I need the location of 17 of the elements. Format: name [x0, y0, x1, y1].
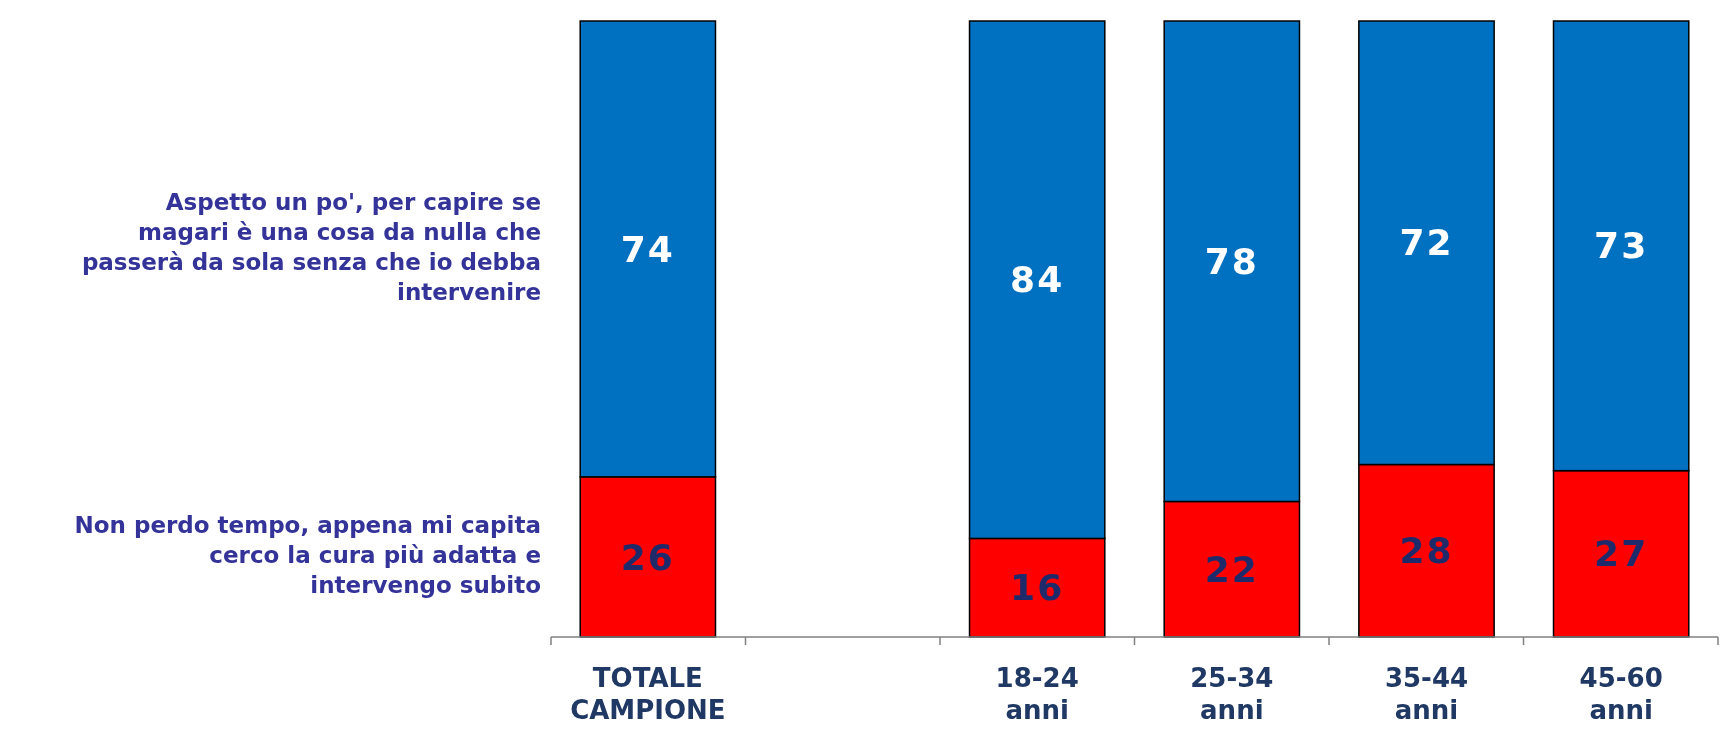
- data-label: 84: [1010, 259, 1065, 301]
- x-tick-label: 35-44 anni: [1384, 663, 1469, 725]
- x-tick-label: TOTALE CAMPIONE: [570, 663, 726, 725]
- x-tick-label: 45-60 anni: [1579, 663, 1663, 725]
- x-tick-label: 18-24 anni: [995, 663, 1079, 725]
- data-label: 73: [1594, 225, 1649, 267]
- data-label: 28: [1399, 530, 1454, 572]
- data-label: 72: [1399, 222, 1454, 264]
- data-label: 27: [1594, 533, 1649, 575]
- data-label: 78: [1204, 240, 1259, 282]
- data-label: 16: [1010, 567, 1065, 609]
- series-label: Aspetto un po', per capire se magari è una cosa da nulla che passerà da sola senza che io debba intervenire: [81, 189, 541, 306]
- data-label: 22: [1204, 548, 1259, 590]
- series-label: Non perdo tempo, appena mi capita cerco la cura più adatta e intervengo subito: [74, 512, 541, 599]
- data-label: 26: [620, 536, 675, 578]
- x-tick-label: 25-34 anni: [1190, 663, 1274, 725]
- data-label: 74: [620, 228, 675, 270]
